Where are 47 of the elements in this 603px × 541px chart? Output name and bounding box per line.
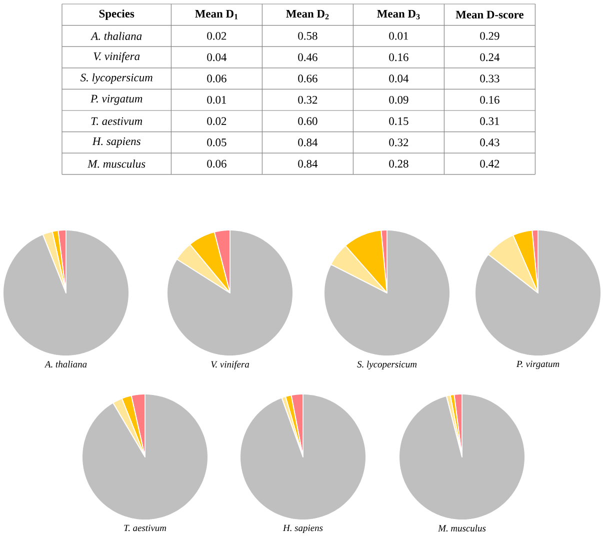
data-label: 0.04 [207, 53, 227, 62]
data-label: 0.29 [480, 32, 500, 40]
data-label: 0.42 [480, 160, 500, 168]
data-label: 0.05 [207, 138, 226, 146]
data-label: 0.04 [389, 74, 409, 82]
y-tick-label: H. sapiens [92, 137, 140, 148]
data-label: 0.84 [298, 138, 318, 146]
data-label: 0.46 [298, 53, 318, 62]
text: S. lycopersicum [357, 360, 417, 370]
data-label: 0.02 [207, 117, 226, 126]
data-label: 0.28 [389, 160, 408, 168]
data-label: 0.16 [480, 96, 500, 104]
data-label: 0.01 [389, 32, 408, 40]
data-label: 0.31 [480, 117, 500, 126]
data-label: 0.02 [207, 32, 226, 40]
text: A. thaliana [44, 360, 87, 368]
x-tick-label: Mean D-score [456, 10, 524, 18]
data-label: 0.24 [480, 53, 500, 62]
data-label: 0.15 [389, 117, 408, 126]
x-tick-label: Mean D$_{3}$ [377, 10, 420, 20]
text: H. sapiens [282, 524, 323, 534]
text: M. musculus [438, 524, 486, 532]
y-tick-label: V. vinifera [94, 52, 140, 62]
data-label: 0.60 [298, 117, 318, 126]
y-tick-label: S. lycopersicum [80, 73, 152, 84]
data-label: 0.09 [389, 96, 408, 104]
y-tick-label: M. musculus [88, 160, 146, 168]
data-label: 0.43 [480, 138, 500, 146]
y-tick-label: A. thaliana [90, 32, 142, 40]
data-label: 0.32 [298, 96, 318, 104]
data-label: 0.32 [389, 138, 408, 146]
data-label: 0.33 [480, 74, 500, 82]
x-tick-label: Mean D$_{2}$ [286, 10, 329, 20]
data-label: 0.66 [298, 74, 318, 82]
data-label: 0.06 [207, 160, 226, 168]
data-label: 0.01 [207, 96, 226, 104]
text: V. vinifera [211, 360, 250, 370]
data-label: 0.84 [298, 160, 318, 168]
y-tick-label: P. virgatum [90, 94, 142, 105]
data-label: 0.16 [389, 53, 408, 62]
data-label: 0.58 [298, 32, 318, 40]
y-tick-label: T. aestivum [91, 117, 142, 126]
data-label: 0.06 [207, 74, 226, 82]
x-tick-label: Mean D$_{1}$ [195, 10, 238, 20]
text: P. virgatum [516, 360, 560, 370]
text: T. aestivum [124, 524, 166, 532]
y-axis-title: Species [99, 9, 134, 20]
